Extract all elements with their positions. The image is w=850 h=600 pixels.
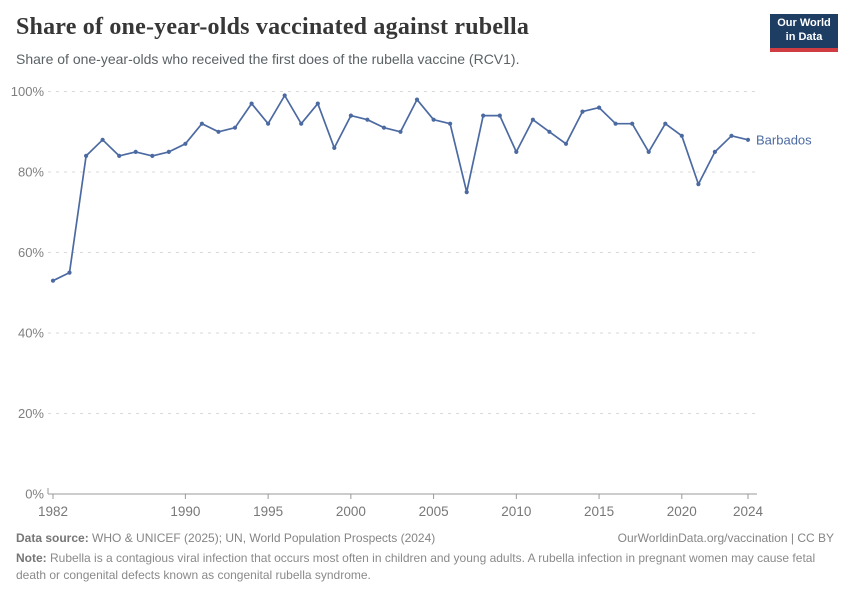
data-point-2004[interactable] — [414, 97, 420, 102]
x-tick-label-2015: 2015 — [584, 504, 614, 519]
data-point-2021[interactable] — [696, 182, 701, 187]
data-point-2003[interactable] — [398, 129, 403, 134]
data-point-1985[interactable] — [100, 137, 105, 142]
data-point-1993[interactable] — [232, 125, 238, 130]
data-point-2017[interactable] — [630, 121, 635, 126]
data-point-2024[interactable] — [745, 137, 751, 142]
data-point-2013[interactable] — [563, 141, 569, 146]
y-tick-label-100: 100% — [11, 84, 45, 99]
data-source-text: Data source: WHO & UNICEF (2025); UN, Wo… — [16, 531, 435, 545]
x-tick-label-2020: 2020 — [667, 504, 697, 519]
owid-logo[interactable]: Our World in Data — [770, 14, 838, 52]
data-point-2015[interactable] — [597, 105, 602, 110]
data-point-2019[interactable] — [663, 121, 668, 126]
owid-logo-line2: in Data — [785, 31, 823, 43]
x-tick-label-1990: 1990 — [170, 504, 200, 519]
data-point-1996[interactable] — [282, 93, 287, 98]
data-point-1989[interactable] — [166, 149, 171, 154]
data-source-value: WHO & UNICEF (2025); UN, World Populatio… — [88, 531, 436, 545]
x-tick-label-1995: 1995 — [253, 504, 283, 519]
data-point-2014[interactable] — [580, 109, 585, 114]
owid-logo-line1: Our World — [777, 17, 831, 30]
data-point-1994[interactable] — [249, 101, 254, 106]
data-point-1983[interactable] — [67, 270, 72, 275]
data-point-2008[interactable] — [481, 113, 486, 118]
line-chart: 0% 20% 40% 60% 80% 100% 1982 1990 1995 2000 2005 20… — [11, 84, 812, 519]
data-point-2018[interactable] — [646, 149, 651, 154]
data-point-2006[interactable] — [448, 121, 453, 126]
data-point-2016[interactable] — [613, 121, 618, 126]
data-point-1991[interactable] — [199, 121, 204, 126]
data-point-1984[interactable] — [84, 153, 89, 158]
data-point-2000[interactable] — [348, 113, 353, 118]
x-tick-label-2024: 2024 — [733, 504, 764, 519]
chart-subtitle: Share of one-year-olds who received the … — [16, 51, 520, 67]
x-tick-label-2005: 2005 — [419, 504, 449, 519]
data-point-1992[interactable] — [216, 129, 221, 134]
chart-title: Share of one-year-olds vaccinated agains… — [16, 14, 530, 40]
x-tick-label-1982: 1982 — [38, 504, 68, 519]
y-tick-label-40: 40% — [18, 326, 44, 341]
x-tick-label-2010: 2010 — [501, 504, 531, 519]
data-point-1990[interactable] — [183, 141, 188, 146]
y-tick-label-0: 0% — [25, 487, 44, 502]
data-point-2022[interactable] — [712, 149, 718, 154]
note-label: Note: — [16, 551, 47, 565]
data-point-1998[interactable] — [315, 101, 320, 106]
y-tick-label-60: 60% — [18, 245, 44, 260]
data-point-1986[interactable] — [117, 153, 122, 158]
data-point-1987[interactable] — [133, 149, 138, 154]
data-source-label: Data source: — [16, 531, 89, 545]
note-value: Rubella is a contagious viral infection … — [16, 551, 816, 582]
data-point-2005[interactable] — [431, 117, 436, 122]
x-tick-label-2000: 2000 — [336, 504, 366, 519]
data-point-2012[interactable] — [547, 129, 552, 134]
data-point-2011[interactable] — [530, 117, 536, 122]
data-point-2001[interactable] — [365, 117, 370, 122]
series-label-barbados[interactable]: Barbados — [756, 132, 812, 147]
data-point-1997[interactable] — [299, 121, 304, 126]
data-point-1995[interactable] — [266, 121, 271, 126]
data-point-2010[interactable] — [514, 149, 519, 154]
data-point-1988[interactable] — [150, 153, 155, 158]
footer-source-row: Data source: WHO & UNICEF (2025); UN, Wo… — [16, 531, 834, 545]
data-point-1982[interactable] — [50, 278, 56, 283]
footer-note: Note: Rubella is a contagious viral infe… — [16, 550, 821, 584]
credit-link[interactable]: OurWorldinData.org/vaccination | CC BY — [617, 531, 834, 545]
data-point-2020[interactable] — [679, 133, 684, 138]
data-point-2023[interactable] — [729, 133, 734, 138]
data-point-2002[interactable] — [381, 125, 387, 130]
data-point-2007[interactable] — [464, 190, 469, 195]
y-tick-label-80: 80% — [18, 165, 44, 180]
data-point-2009[interactable] — [497, 113, 502, 118]
y-tick-label-20: 20% — [18, 406, 44, 421]
data-point-1999[interactable] — [332, 145, 337, 150]
